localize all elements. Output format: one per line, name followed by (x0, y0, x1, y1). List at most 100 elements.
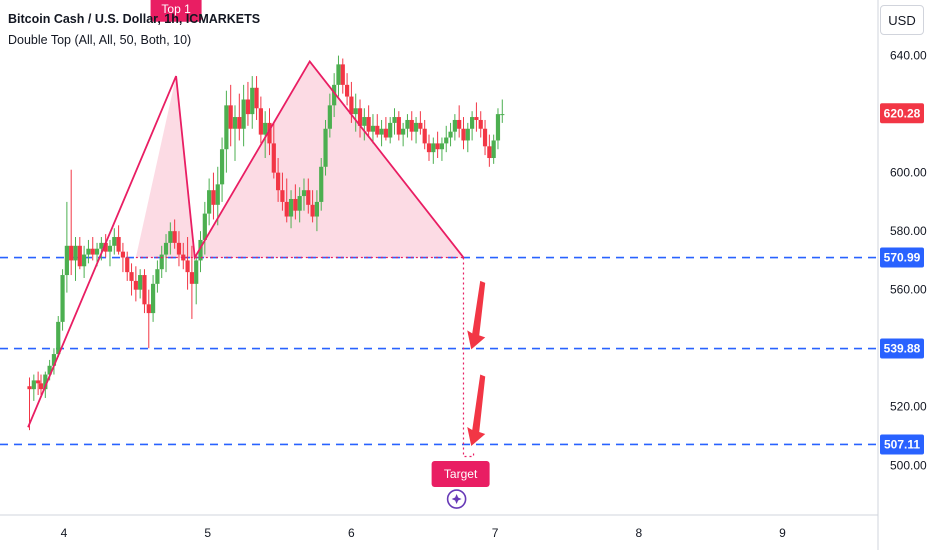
candle-53 (250, 76, 255, 129)
target-projection (462, 257, 475, 458)
candle-body (133, 280, 138, 290)
candle-77 (353, 93, 358, 132)
candle-body (258, 108, 263, 135)
candle-110 (495, 108, 501, 150)
candle-99 (448, 122, 453, 147)
candle-9 (60, 269, 65, 331)
candle-47 (224, 90, 229, 173)
candle-body (413, 122, 419, 132)
candle-body (64, 245, 69, 276)
candle-body (353, 108, 358, 115)
candle-4 (38, 374, 44, 396)
annotation-top-1-text: Top 1 (161, 2, 191, 16)
candle-body (401, 128, 406, 135)
candle-44 (211, 172, 216, 220)
candle-body (94, 248, 100, 255)
candle-body (56, 321, 61, 355)
candle-body (301, 190, 307, 197)
symbol-title[interactable]: Bitcoin Cash / U.S. Dollar, 1h, ICMARKET… (8, 12, 261, 26)
annotation-top-1: Top 1 (150, 0, 202, 22)
candle-body (38, 383, 44, 390)
candle-body (51, 354, 57, 366)
candle-body (297, 196, 302, 211)
candle-19 (103, 234, 108, 258)
down-arrow-shape (467, 374, 486, 446)
price-tag-text: 570.99 (884, 251, 921, 265)
candle-body (181, 254, 186, 261)
time-tick-5: 5 (204, 526, 211, 540)
candle-26 (133, 266, 138, 302)
candle-108 (487, 134, 492, 167)
indicator-label[interactable]: Double Top (All, All, 50, Both, 10) (8, 33, 192, 47)
candle-body (163, 242, 169, 255)
candle-body (288, 198, 294, 217)
down-arrow-1 (467, 280, 486, 350)
candle-48 (228, 84, 233, 147)
candle-62 (288, 190, 294, 229)
candle-7 (51, 348, 57, 375)
candle-body (444, 137, 449, 144)
candle-1 (27, 377, 32, 431)
candle-body (474, 117, 479, 120)
candle-body (319, 166, 324, 202)
candle-body (491, 140, 496, 159)
candle-body (314, 201, 320, 217)
candle-body (284, 201, 289, 217)
candle-86 (392, 108, 397, 135)
candle-87 (396, 111, 401, 141)
candle-body (142, 275, 147, 305)
candle-body (232, 117, 238, 129)
candle-body (439, 143, 445, 150)
candle-body (379, 128, 384, 135)
candle-79 (362, 108, 367, 141)
candle-body (271, 143, 276, 173)
candle-98 (444, 125, 449, 153)
candle-75 (344, 73, 350, 106)
candle-107 (482, 119, 488, 156)
candle-body (482, 128, 488, 147)
candle-body (448, 131, 453, 138)
candle-body (276, 172, 281, 191)
candle-15 (86, 239, 91, 264)
candle-body (185, 260, 190, 273)
candle-2 (31, 374, 36, 401)
candle-body (457, 119, 462, 129)
candle-106 (478, 111, 483, 138)
candle-body (375, 125, 380, 135)
candle-27 (138, 269, 143, 299)
candle-body (129, 272, 134, 281)
candle-40 (194, 254, 199, 305)
candle-12 (73, 237, 78, 281)
candle-body (392, 117, 397, 123)
candle-body (146, 304, 151, 314)
candle-65 (301, 178, 307, 211)
candle-70 (323, 119, 328, 176)
candle-body (43, 374, 48, 390)
candle-body (60, 275, 65, 322)
candle-body (103, 242, 108, 252)
price-tag-620.28: 620.28 (880, 103, 924, 124)
candle-body (332, 84, 337, 106)
candle-31 (155, 260, 160, 293)
candle-18 (99, 237, 104, 261)
candle-69 (319, 158, 324, 211)
candle-body (435, 143, 440, 150)
candle-23 (120, 242, 126, 273)
candle-80 (366, 105, 371, 138)
candle-body (362, 117, 367, 126)
candle-35 (172, 219, 177, 249)
pattern-zigzag (27, 59, 465, 428)
candle-body (36, 380, 41, 384)
candle-body (228, 105, 233, 129)
candle-body (219, 149, 225, 185)
annotation-target-text: Target (444, 467, 478, 481)
candle-101 (457, 105, 462, 138)
candle-body (405, 119, 410, 129)
candle-61 (284, 178, 289, 223)
candle-body (237, 117, 242, 129)
currency-selector[interactable]: USD (880, 5, 924, 35)
candle-body (336, 64, 341, 85)
time-tick-8: 8 (635, 526, 642, 540)
